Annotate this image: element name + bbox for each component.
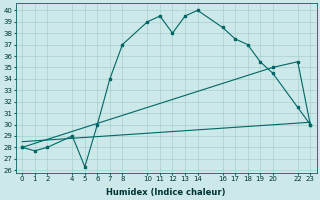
X-axis label: Humidex (Indice chaleur): Humidex (Indice chaleur) xyxy=(107,188,226,197)
